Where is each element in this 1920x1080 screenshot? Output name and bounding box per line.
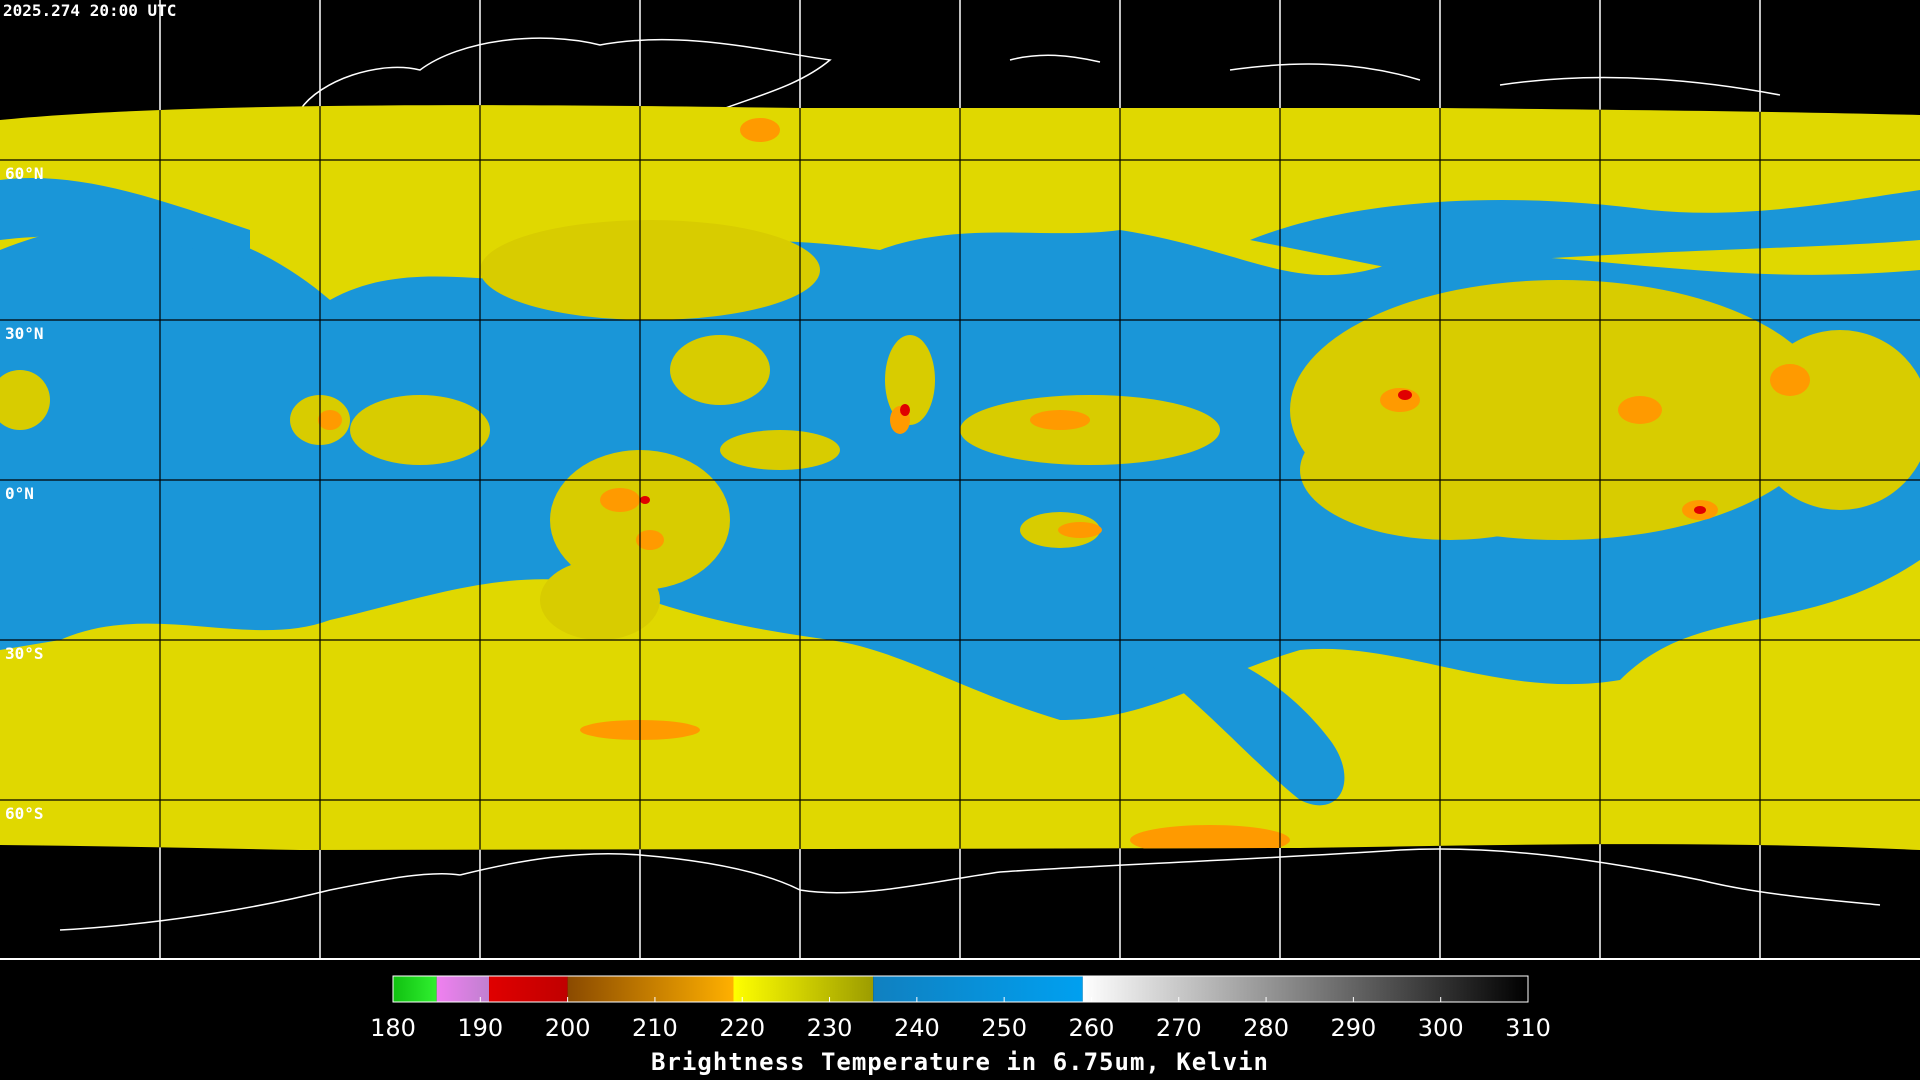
tropical-convection <box>0 220 1920 640</box>
colorbar-segment <box>489 976 568 1002</box>
moist-tongue <box>1130 650 1345 806</box>
latitude-labels: 60°N 30°N 0°N 30°S 60°S <box>5 164 44 823</box>
moist-tongue <box>1250 190 1920 270</box>
latitude-label: 60°N <box>5 164 44 183</box>
map-border <box>0 958 1920 960</box>
colorbar-tick-label: 290 <box>1330 1014 1376 1042</box>
moist-tongue <box>0 178 250 260</box>
colorbar-tick-label: 300 <box>1418 1014 1464 1042</box>
colorbar-frame <box>392 975 1529 1003</box>
colorbar-tick-label: 180 <box>370 1014 416 1042</box>
colorbar-tick-label: 190 <box>457 1014 503 1042</box>
colorbar-tick-label: 210 <box>632 1014 678 1042</box>
colorbar-tick-label: 260 <box>1069 1014 1115 1042</box>
cold-cloud-tops <box>318 118 1810 850</box>
colorbar-segment <box>567 976 734 1002</box>
colorbar-tick-label: 250 <box>981 1014 1027 1042</box>
grid-black <box>0 105 1920 850</box>
latitude-label: 30°N <box>5 324 44 343</box>
latitude-label: 0°N <box>5 484 34 503</box>
coastlines <box>59 37 1881 931</box>
timestamp: 2025.274 20:00 UTC <box>3 1 176 20</box>
colorbar-segment <box>393 976 437 1002</box>
colorbar-tick-label: 200 <box>545 1014 591 1042</box>
deep-convection <box>640 390 1706 514</box>
colorbar-tick-label: 280 <box>1243 1014 1289 1042</box>
colorbar-tick-label: 310 <box>1505 1014 1551 1042</box>
colorbar-segment <box>733 976 874 1002</box>
colorbar-label: Brightness Temperature in 6.75um, Kelvin <box>651 1048 1269 1076</box>
latitude-label: 30°S <box>5 644 44 663</box>
colorbar-segment <box>1082 976 1528 1002</box>
colorbar-tick-label: 220 <box>719 1014 765 1042</box>
colorbar-segment <box>873 976 1083 1002</box>
latitude-label: 60°S <box>5 804 44 823</box>
colorbar-tick-label: 270 <box>1156 1014 1202 1042</box>
colorbar-tick-label: 230 <box>807 1014 853 1042</box>
colorbar: 180 190 200 210 220 230 240 250 260 270 280 290 300 3… <box>370 975 1551 1042</box>
colorbar-segment <box>436 976 490 1002</box>
colorbar-tick-label: 240 <box>894 1014 940 1042</box>
